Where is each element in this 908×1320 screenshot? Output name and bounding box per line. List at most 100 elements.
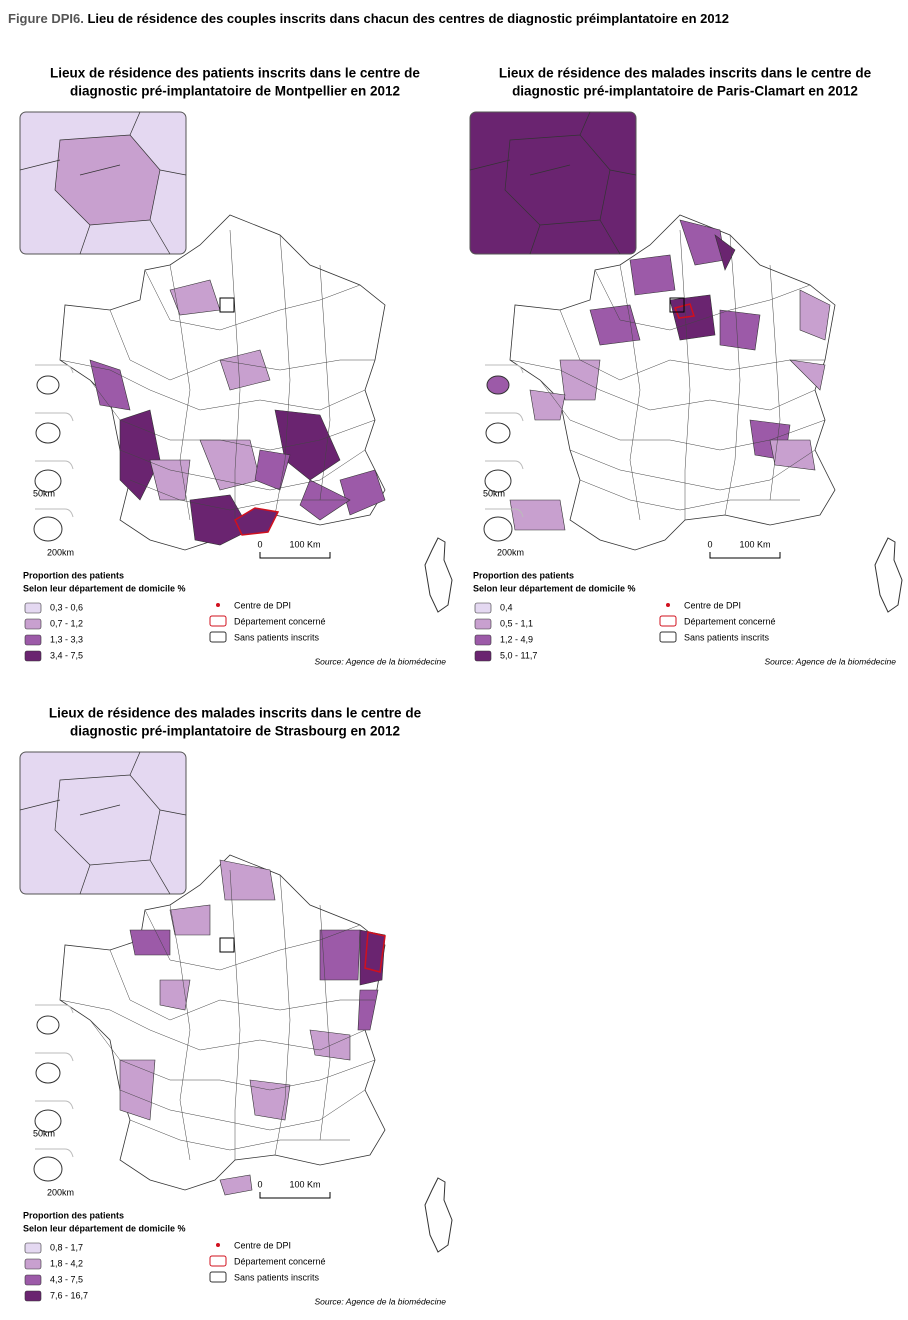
legend-swatch — [474, 650, 492, 662]
legend-label: 1,8 - 4,2 — [50, 1258, 83, 1268]
department-border — [579, 479, 800, 511]
scale-label: 100 Km — [739, 539, 770, 549]
legend-marker-label: Sans patients inscrits — [684, 632, 770, 642]
department-border — [509, 359, 816, 411]
department-border — [539, 379, 826, 451]
inset-scale: 200km — [47, 1187, 74, 1197]
legend-label: 0,4 — [500, 602, 513, 612]
legend-dpi — [666, 603, 670, 607]
legend-label: 0,3 - 0,6 — [50, 602, 83, 612]
department — [149, 459, 191, 501]
dom-frame — [35, 1148, 74, 1158]
dom-shape — [484, 469, 512, 493]
dom-shape — [36, 375, 60, 395]
department — [159, 979, 191, 1011]
department — [169, 904, 211, 936]
source: Source: Agence de la biomédecine — [314, 1296, 446, 1306]
scale-bar — [709, 552, 781, 559]
dom-shape — [33, 1156, 63, 1182]
legend-title: Proportion des patients — [23, 570, 124, 580]
department-border — [274, 874, 291, 1156]
paris-box — [669, 297, 685, 313]
map-title: diagnostic pré-implantatoire de Montpell… — [70, 84, 400, 99]
legend-concerne — [209, 1255, 227, 1267]
department-border — [144, 269, 361, 331]
dom-frame — [35, 1004, 74, 1014]
department — [789, 359, 826, 391]
dom-shape — [35, 422, 61, 444]
legend-label: 1,3 - 3,3 — [50, 634, 83, 644]
legend-marker-label: Sans patients inscrits — [234, 632, 320, 642]
department-border — [559, 309, 825, 381]
map-panel: Lieux de résidence des malades inscrits … — [469, 66, 903, 666]
legend-label: 5,0 - 11,7 — [500, 650, 537, 660]
scale-label: 100 Km — [289, 1179, 320, 1189]
legend-sans — [209, 631, 227, 643]
dom-frame — [35, 1100, 74, 1110]
department — [799, 289, 831, 341]
figure-label: Figure DPI6. — [8, 11, 84, 26]
inset-scale: 50km — [483, 488, 505, 498]
corsica — [874, 537, 903, 613]
department-concerne — [234, 507, 280, 536]
department-border — [129, 1119, 350, 1151]
legend-swatch — [24, 650, 42, 662]
map-title: Lieux de résidence des patients inscrits… — [50, 66, 420, 81]
paris-box — [219, 297, 235, 313]
legend-title: Proportion des patients — [473, 570, 574, 580]
dom-frame — [35, 364, 74, 374]
legend-swatch — [474, 634, 492, 646]
department — [89, 359, 131, 411]
department — [219, 1174, 253, 1196]
legend-label: 7,6 - 16,7 — [50, 1290, 88, 1300]
legend-dpi — [216, 1243, 220, 1247]
source: Source: Agence de la biomédecine — [314, 656, 446, 666]
figure-title: Figure DPI6. Lieu de résidence des coupl… — [8, 11, 729, 26]
map-title: Lieux de résidence des malades inscrits … — [499, 66, 872, 81]
legend-swatch — [24, 1242, 42, 1254]
scale-label: 0 — [257, 1179, 262, 1189]
dom-frame — [485, 460, 524, 470]
inset-scale: 50km — [33, 1128, 55, 1138]
scale-label: 0 — [257, 539, 262, 549]
legend-label: 0,5 - 1,1 — [500, 618, 533, 628]
legend-sans — [659, 631, 677, 643]
department — [249, 1079, 291, 1121]
legend-marker-label: Département concerné — [234, 616, 326, 626]
legend-dpi — [216, 603, 220, 607]
department-border — [229, 229, 241, 520]
dom-shape — [33, 516, 63, 542]
department-border — [169, 904, 191, 1161]
paris-box — [219, 937, 235, 953]
dom-frame — [485, 364, 524, 374]
map-title: diagnostic pré-implantatoire de Strasbou… — [70, 724, 400, 739]
dom-frame — [35, 460, 74, 470]
map-panel: Lieux de résidence des malades inscrits … — [19, 706, 453, 1306]
legend-subtitle: Selon leur département de domicile % — [473, 583, 636, 593]
department-concerne — [673, 303, 695, 319]
department-border — [679, 229, 691, 520]
legend-swatch — [474, 602, 492, 614]
department — [309, 1029, 351, 1061]
legend-swatch — [474, 618, 492, 630]
legend-label: 0,7 - 1,2 — [50, 618, 83, 628]
legend-marker-label: Département concerné — [684, 616, 776, 626]
department — [529, 389, 566, 421]
department-border — [594, 269, 811, 331]
department-border — [619, 264, 641, 521]
dom-frame — [35, 1052, 74, 1062]
france — [509, 214, 836, 551]
department-border — [129, 479, 350, 511]
corsica — [424, 1177, 453, 1253]
department-border — [119, 1089, 366, 1131]
dom-frame — [485, 508, 524, 518]
map-panel: Lieux de résidence des patients inscrits… — [19, 66, 453, 666]
department — [629, 254, 676, 296]
department — [219, 859, 276, 901]
dom-shape — [36, 1015, 60, 1035]
legend-marker-label: Centre de DPI — [234, 1240, 291, 1250]
department-border — [169, 264, 191, 521]
department — [769, 439, 816, 471]
map-title: Lieux de résidence des malades inscrits … — [49, 706, 422, 721]
